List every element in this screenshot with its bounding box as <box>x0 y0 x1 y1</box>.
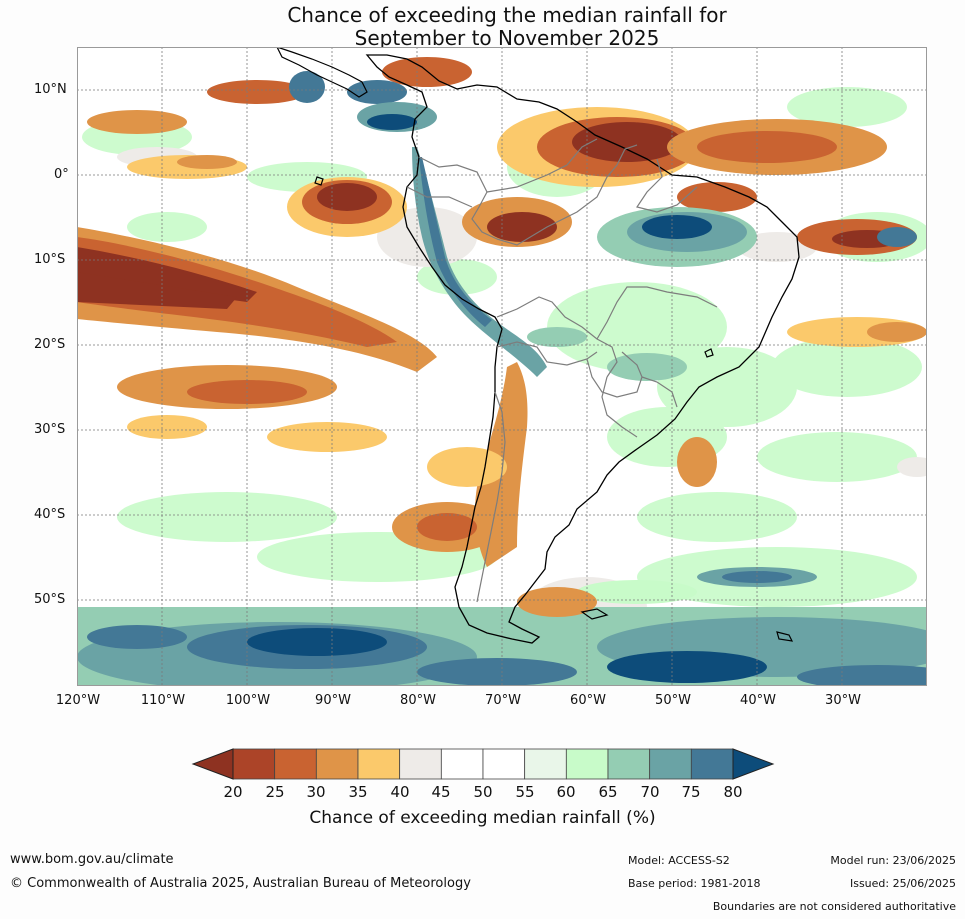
lon-label-80w: 80°W <box>400 693 436 708</box>
copyright-text: © Commonwealth of Australia 2025, Austra… <box>10 876 471 891</box>
lat-label-10s: 10°S <box>34 252 66 267</box>
lat-label-30s: 30°S <box>34 422 66 437</box>
lon-label-110w: 110°W <box>140 693 186 708</box>
country-boundaries <box>406 138 718 603</box>
lon-label-50w: 50°W <box>655 693 691 708</box>
lon-label-90w: 90°W <box>315 693 351 708</box>
colorbar-label: Chance of exceeding median rainfall (%) <box>309 808 656 828</box>
colorbar-tick: 80 <box>723 783 743 801</box>
dry-region-northern-south-america <box>382 57 917 255</box>
colorbar-segment <box>357 748 401 780</box>
south-america-coastline <box>365 54 800 644</box>
colorbar-segment <box>482 748 526 780</box>
southern-wet-band <box>77 567 927 686</box>
colorbar-tick: 70 <box>640 783 660 801</box>
lon-label-30w: 30°W <box>825 693 861 708</box>
base-period-text: Base period: 1981-2018 <box>628 877 761 890</box>
colorbar-segment <box>649 748 692 780</box>
colorbar <box>191 748 775 780</box>
map-frame <box>77 47 927 686</box>
central-america-coastline <box>276 47 368 98</box>
lon-label-100w: 100°W <box>225 693 271 708</box>
colorbar-tick: 50 <box>473 783 493 801</box>
colorbar-segment <box>690 748 734 780</box>
colorbar-tick: 20 <box>223 783 243 801</box>
islands <box>314 176 794 642</box>
colorbar-tick: 45 <box>431 783 451 801</box>
graticule <box>77 47 927 686</box>
lat-label-10n: 10°N <box>34 82 67 97</box>
colorbar-segment <box>399 748 442 780</box>
lat-label-20s: 20°S <box>34 337 66 352</box>
title-line-1: Chance of exceeding the median rainfall … <box>287 3 727 27</box>
lat-label-50s: 50°S <box>34 592 66 607</box>
colorbar-segment <box>607 748 651 780</box>
colorbar-tick: 65 <box>598 783 618 801</box>
lat-label-0: 0° <box>54 167 69 182</box>
colorbar-tick: 25 <box>265 783 285 801</box>
colorbar-segment <box>524 748 567 780</box>
title-line-2: September to November 2025 <box>354 26 660 50</box>
colorbar-max-arrow <box>732 748 775 780</box>
issued-text: Issued: 25/06/2025 <box>849 877 956 890</box>
boundaries-disclaimer: Boundaries are not considered authoritat… <box>712 900 956 913</box>
colorbar-tick: 75 <box>681 783 701 801</box>
rainfall-map <box>77 47 927 686</box>
colorbar-tick: 35 <box>348 783 368 801</box>
chart-title: Chance of exceeding the median rainfall … <box>0 4 965 50</box>
colorbar-min-arrow <box>191 748 234 780</box>
colorbar-segment <box>274 748 317 780</box>
colorbar-segment <box>315 748 359 780</box>
colorbar-segment <box>232 748 276 780</box>
dry-region-chile <box>392 317 927 617</box>
colorbar-tick: 60 <box>556 783 576 801</box>
colorbar-segment <box>440 748 484 780</box>
lon-label-70w: 70°W <box>485 693 521 708</box>
model-run-text: Model run: 23/06/2025 <box>830 854 956 867</box>
website-link[interactable]: www.bom.gov.au/climate <box>10 852 174 867</box>
lon-label-60w: 60°W <box>570 693 606 708</box>
colorbar-tick: 55 <box>515 783 535 801</box>
model-text: Model: ACCESS-S2 <box>628 854 730 867</box>
colorbar-tick: 30 <box>306 783 326 801</box>
dry-region-tropical-pacific <box>77 227 437 452</box>
lon-label-40w: 40°W <box>740 693 776 708</box>
lat-label-40s: 40°S <box>34 507 66 522</box>
colorbar-segment <box>565 748 609 780</box>
wet-region-andes-and-amazon <box>289 71 917 683</box>
lon-label-120w: 120°W <box>55 693 101 708</box>
colorbar-tick: 40 <box>390 783 410 801</box>
